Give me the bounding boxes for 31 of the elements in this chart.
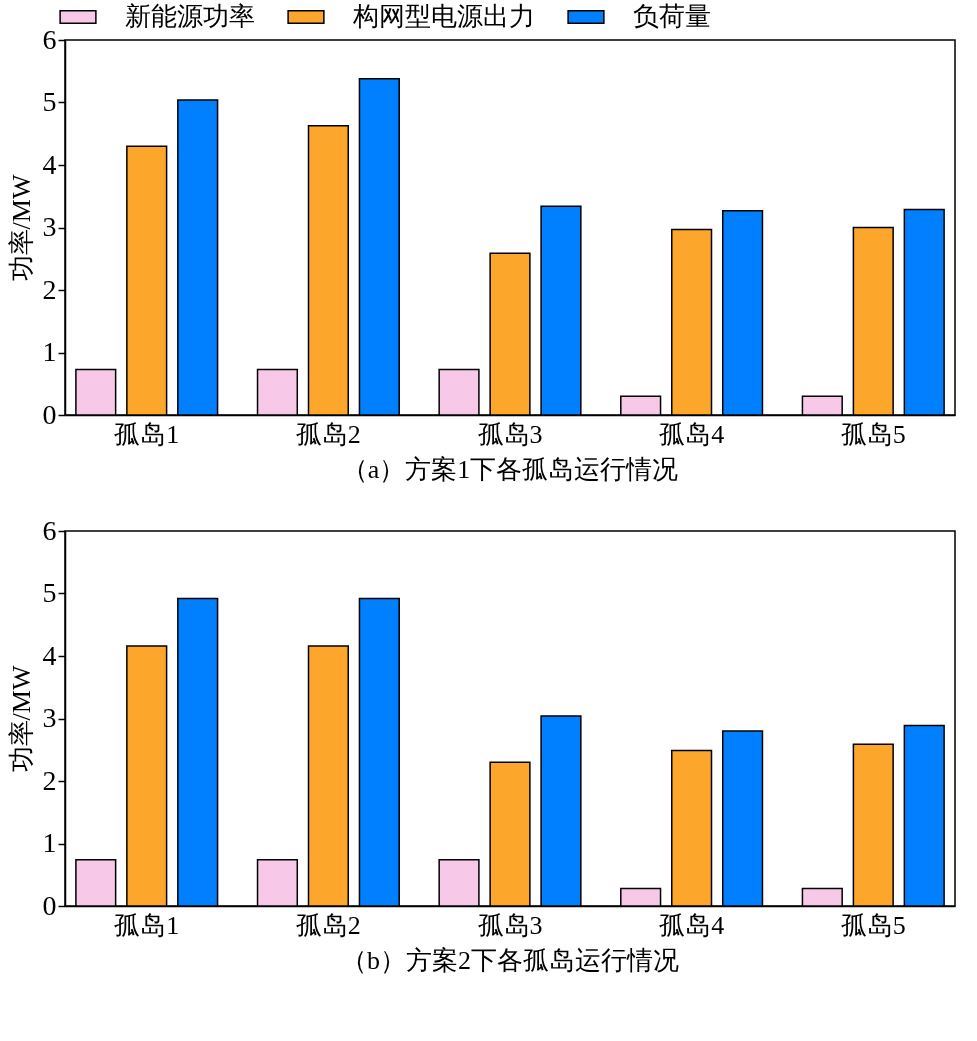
y-tick-label: 1 <box>42 336 57 367</box>
y-tick-label: 3 <box>42 211 57 242</box>
legend-label: 新能源功率 <box>125 2 255 31</box>
x-tick-label: 孤岛1 <box>114 910 180 940</box>
y-tick-label: 3 <box>42 702 57 733</box>
x-tick-label: 孤岛3 <box>477 419 543 449</box>
y-tick-label: 0 <box>42 889 57 921</box>
y-tick-label: 0 <box>42 398 57 430</box>
y-tick-label: 1 <box>42 827 57 858</box>
x-tick-label: 孤岛1 <box>114 419 180 449</box>
x-tick-label: 孤岛4 <box>659 910 725 940</box>
x-tick-label: 孤岛4 <box>659 419 725 449</box>
x-tick-label: 孤岛2 <box>295 910 361 940</box>
y-axis-title: 功率/MW <box>6 174 36 282</box>
x-tick-label: 孤岛3 <box>477 910 543 940</box>
y-tick-label: 2 <box>42 764 57 796</box>
text: （b）方案2下各孤岛运行情况 <box>341 946 679 975</box>
text: （a）方案1下各孤岛运行情况 <box>341 455 679 484</box>
y-tick-label: 4 <box>42 148 57 180</box>
y-axis-title: 功率/MW <box>6 665 36 773</box>
y-tick-label: 6 <box>42 23 57 55</box>
x-tick-label: 孤岛5 <box>840 419 906 449</box>
x-tick-label: 孤岛5 <box>840 910 906 940</box>
legend-label: 构网型电源出力 <box>352 2 535 31</box>
x-tick-label: 孤岛2 <box>295 419 361 449</box>
legend-label: 负荷量 <box>633 2 711 31</box>
y-tick-label: 5 <box>42 577 57 608</box>
y-tick-label: 4 <box>42 639 57 671</box>
y-tick-label: 2 <box>42 273 57 305</box>
y-tick-label: 6 <box>42 514 57 546</box>
y-tick-label: 5 <box>42 86 57 117</box>
